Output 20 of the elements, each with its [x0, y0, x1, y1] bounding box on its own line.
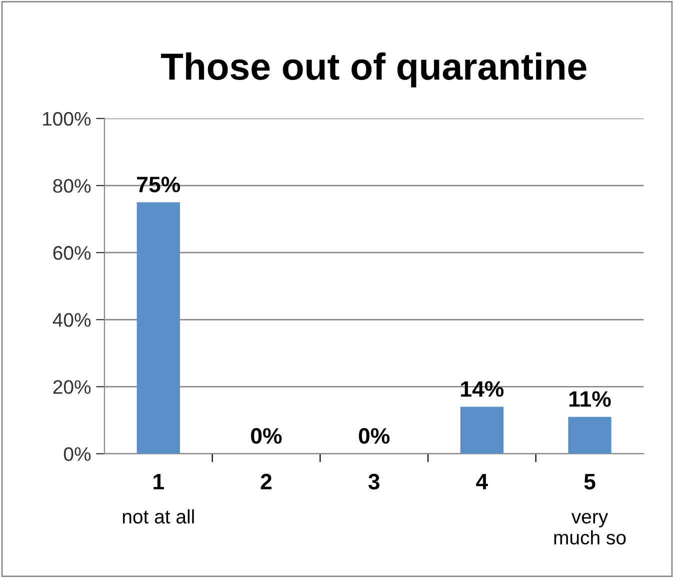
bar [460, 406, 504, 454]
x-tick-label: 2 [260, 474, 272, 490]
y-tick-label: 0% [64, 447, 91, 461]
x-tick-label: 5 very much so [554, 474, 626, 545]
data-label: 0% [358, 428, 390, 444]
y-tick-label: 100% [43, 112, 91, 126]
bar [568, 416, 612, 454]
data-label: 14% [461, 381, 504, 397]
data-label: 75% [137, 176, 180, 192]
x-tick-label: 1 not at all [122, 474, 194, 524]
chart-title: Those out of quarantine [160, 52, 586, 88]
data-label: 11% [570, 391, 611, 407]
x-tick-label: 4 [476, 474, 488, 490]
y-tick-label: 40% [52, 313, 91, 327]
data-label: 0% [251, 428, 282, 444]
bar [136, 202, 180, 454]
y-tick-label: 20% [53, 380, 91, 394]
x-tick-label: 3 [368, 474, 380, 490]
y-tick-label: 60% [53, 246, 91, 260]
y-tick-label: 80% [53, 179, 91, 193]
